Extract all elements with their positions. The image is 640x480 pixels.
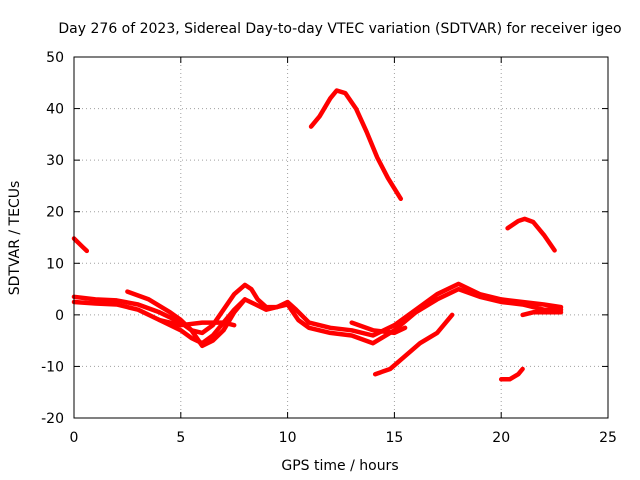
- series-arc-main-d: [157, 317, 237, 328]
- y-tick-label: 20: [46, 205, 64, 221]
- y-tick-label: 10: [46, 256, 64, 272]
- series-arc-low-2: [498, 366, 525, 382]
- y-tick-label: 50: [46, 50, 64, 66]
- grid: [74, 57, 608, 418]
- series-arc-low-1: [372, 312, 455, 377]
- series-arc-main-f: [520, 310, 564, 318]
- series-arc-early: [71, 236, 90, 254]
- y-tick-label: -20: [41, 411, 64, 427]
- tick-labels: 0 5 10 15 20 25 -20 -10 0 10 20 30 40 50: [41, 50, 617, 446]
- x-tick-label: 15: [385, 430, 403, 446]
- series-arc-main-b: [71, 286, 564, 346]
- y-tick-label: 40: [46, 102, 64, 118]
- x-tick-label: 25: [599, 430, 617, 446]
- series-arc-peak: [308, 88, 404, 202]
- series-arc-main-e: [349, 320, 408, 336]
- x-tick-label: 10: [279, 430, 297, 446]
- axis-ticks: [73, 56, 609, 419]
- series-arc-late: [505, 216, 557, 253]
- x-tick-label: 5: [176, 430, 185, 446]
- plot-frame: [73, 56, 609, 419]
- y-tick-label: -10: [41, 359, 64, 375]
- y-axis-label: SDTVAR / TECUs: [7, 181, 23, 296]
- data-series: [71, 88, 564, 382]
- x-tick-label: 0: [70, 430, 79, 446]
- y-tick-label: 0: [55, 308, 64, 324]
- x-tick-label: 20: [492, 430, 510, 446]
- x-axis-label: GPS time / hours: [281, 458, 398, 474]
- series-arc-main-c: [125, 289, 248, 349]
- y-tick-label: 30: [46, 153, 64, 169]
- chart-title: Day 276 of 2023, Sidereal Day-to-day VTE…: [58, 21, 621, 37]
